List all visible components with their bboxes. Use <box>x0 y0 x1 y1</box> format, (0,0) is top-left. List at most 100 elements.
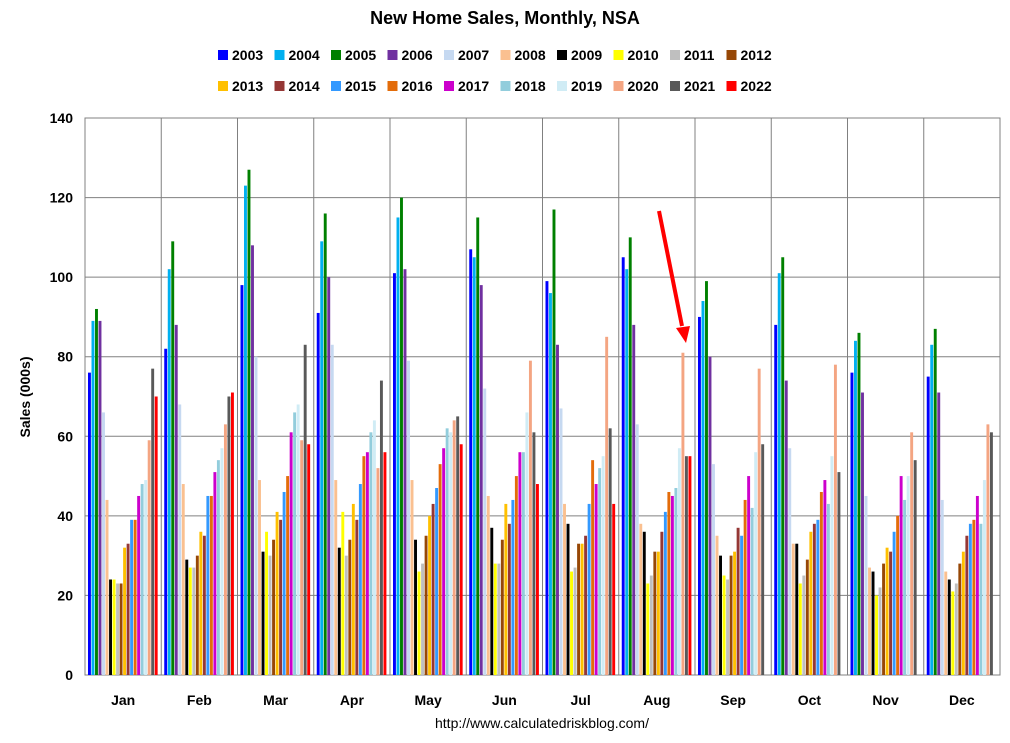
bar-2005-Feb <box>171 241 175 676</box>
legend-item-2005: 2005 <box>331 47 376 63</box>
bar-2005-May <box>400 197 403 676</box>
legend-swatch <box>613 81 624 91</box>
bar-2015-Oct <box>816 519 820 675</box>
bar-2011-Mar <box>268 555 272 675</box>
bar-2019-Apr <box>372 420 376 675</box>
bar-2010-Dec <box>951 591 955 675</box>
bar-2017-Nov <box>899 476 903 675</box>
legend-swatch <box>274 50 285 60</box>
bar-2007-Jul <box>559 408 563 675</box>
legend-label: 2005 <box>345 47 376 63</box>
bar-2019-Mar <box>296 404 300 675</box>
bar-2008-Oct <box>791 543 795 675</box>
legend-label: 2010 <box>628 47 659 63</box>
bar-2015-Jul <box>587 503 591 675</box>
legend-item-2007: 2007 <box>444 47 489 63</box>
bar-2015-Jun <box>511 499 515 675</box>
x-tick-label: Nov <box>872 692 899 708</box>
bar-2007-Sep <box>712 464 715 675</box>
bar-2004-Apr <box>320 241 324 676</box>
bar-2022-Apr <box>383 452 387 675</box>
legend-swatch <box>218 81 228 91</box>
bar-2016-Feb <box>209 495 213 675</box>
legend-item-2014: 2014 <box>274 78 320 94</box>
bar-2022-Aug <box>688 456 692 675</box>
bar-2007-Jan <box>102 412 105 675</box>
bar-2012-Jul <box>577 543 581 675</box>
bar-2003-Jan <box>88 372 91 675</box>
bar-2005-Aug <box>628 237 632 675</box>
bar-2003-Jul <box>545 281 549 675</box>
legend-swatch <box>444 81 454 91</box>
bar-2022-Jul <box>612 503 616 675</box>
bar-2009-Dec <box>947 579 951 675</box>
bar-2005-Jun <box>476 217 480 675</box>
bar-2017-May <box>442 448 446 675</box>
legend-swatch <box>670 81 680 91</box>
bar-2006-Oct <box>784 380 788 675</box>
bar-2016-Jul <box>591 460 595 675</box>
bar-2010-May <box>417 571 421 675</box>
bar-2006-Feb <box>174 324 178 675</box>
bar-2010-Sep <box>722 575 726 675</box>
bar-2004-Nov <box>854 340 857 675</box>
bar-2011-May <box>421 563 425 675</box>
bar-2014-Oct <box>812 523 816 675</box>
bar-2014-Aug <box>660 531 664 675</box>
legend-swatch <box>387 81 398 91</box>
bar-2007-Apr <box>330 344 334 675</box>
bar-2008-Jan <box>105 499 109 675</box>
bar-2013-May <box>428 515 432 675</box>
bar-2013-Jul <box>580 543 584 675</box>
bar-2014-Nov <box>889 551 893 675</box>
bar-2013-Nov <box>885 547 889 675</box>
bar-2004-Feb <box>167 269 171 675</box>
legend-item-2018: 2018 <box>500 78 546 94</box>
annotation-arrow <box>657 210 690 343</box>
bar-2003-Apr <box>316 312 320 675</box>
bar-2009-Jun <box>490 527 494 675</box>
bar-2018-Oct <box>826 503 830 675</box>
y-tick-label: 40 <box>57 508 73 524</box>
bar-2006-Sep <box>708 356 712 675</box>
bar-2013-Dec <box>961 551 965 675</box>
bar-2003-Feb <box>164 348 168 675</box>
bar-2021-Aug <box>684 456 688 675</box>
bar-2007-Feb <box>178 404 182 675</box>
legend-item-2011: 2011 <box>670 47 715 63</box>
bar-2018-Sep <box>750 507 754 675</box>
bar-2011-Feb <box>192 567 196 675</box>
bar-2015-Nov <box>892 531 896 675</box>
x-tick-label: Dec <box>949 692 975 708</box>
legend-item-2016: 2016 <box>387 78 433 94</box>
bar-2014-Sep <box>736 527 740 675</box>
legend-label: 2012 <box>741 47 772 63</box>
bar-2016-Oct <box>819 491 823 675</box>
bar-2020-Dec <box>986 424 990 675</box>
bar-2009-Oct <box>795 543 799 675</box>
bar-2006-Nov <box>861 392 864 675</box>
bar-2015-Mar <box>282 491 286 675</box>
bar-2019-Nov <box>906 476 910 675</box>
bar-2019-Feb <box>220 448 224 675</box>
bar-2022-Feb <box>230 392 234 675</box>
legend-swatch <box>557 81 567 91</box>
bar-2010-Mar <box>265 531 268 675</box>
bar-2018-Nov <box>903 499 907 675</box>
bar-2006-Dec <box>937 392 941 675</box>
bar-2015-Sep <box>740 535 744 675</box>
bar-2021-Jul <box>608 428 612 675</box>
bar-2007-Jun <box>483 388 487 675</box>
legend-item-2003: 2003 <box>218 47 263 63</box>
bar-2010-Aug <box>646 583 650 675</box>
legend-swatch <box>444 50 454 60</box>
bar-2016-Mar <box>286 476 290 675</box>
y-tick-label: 100 <box>50 269 74 285</box>
bar-2022-Jun <box>535 484 539 675</box>
bar-2018-May <box>445 428 449 675</box>
bar-2010-Jan <box>112 579 116 675</box>
bar-2005-Dec <box>933 328 937 675</box>
x-tick-label: Jul <box>571 692 591 708</box>
legend-swatch <box>387 50 398 60</box>
bar-2013-Feb <box>199 531 203 675</box>
